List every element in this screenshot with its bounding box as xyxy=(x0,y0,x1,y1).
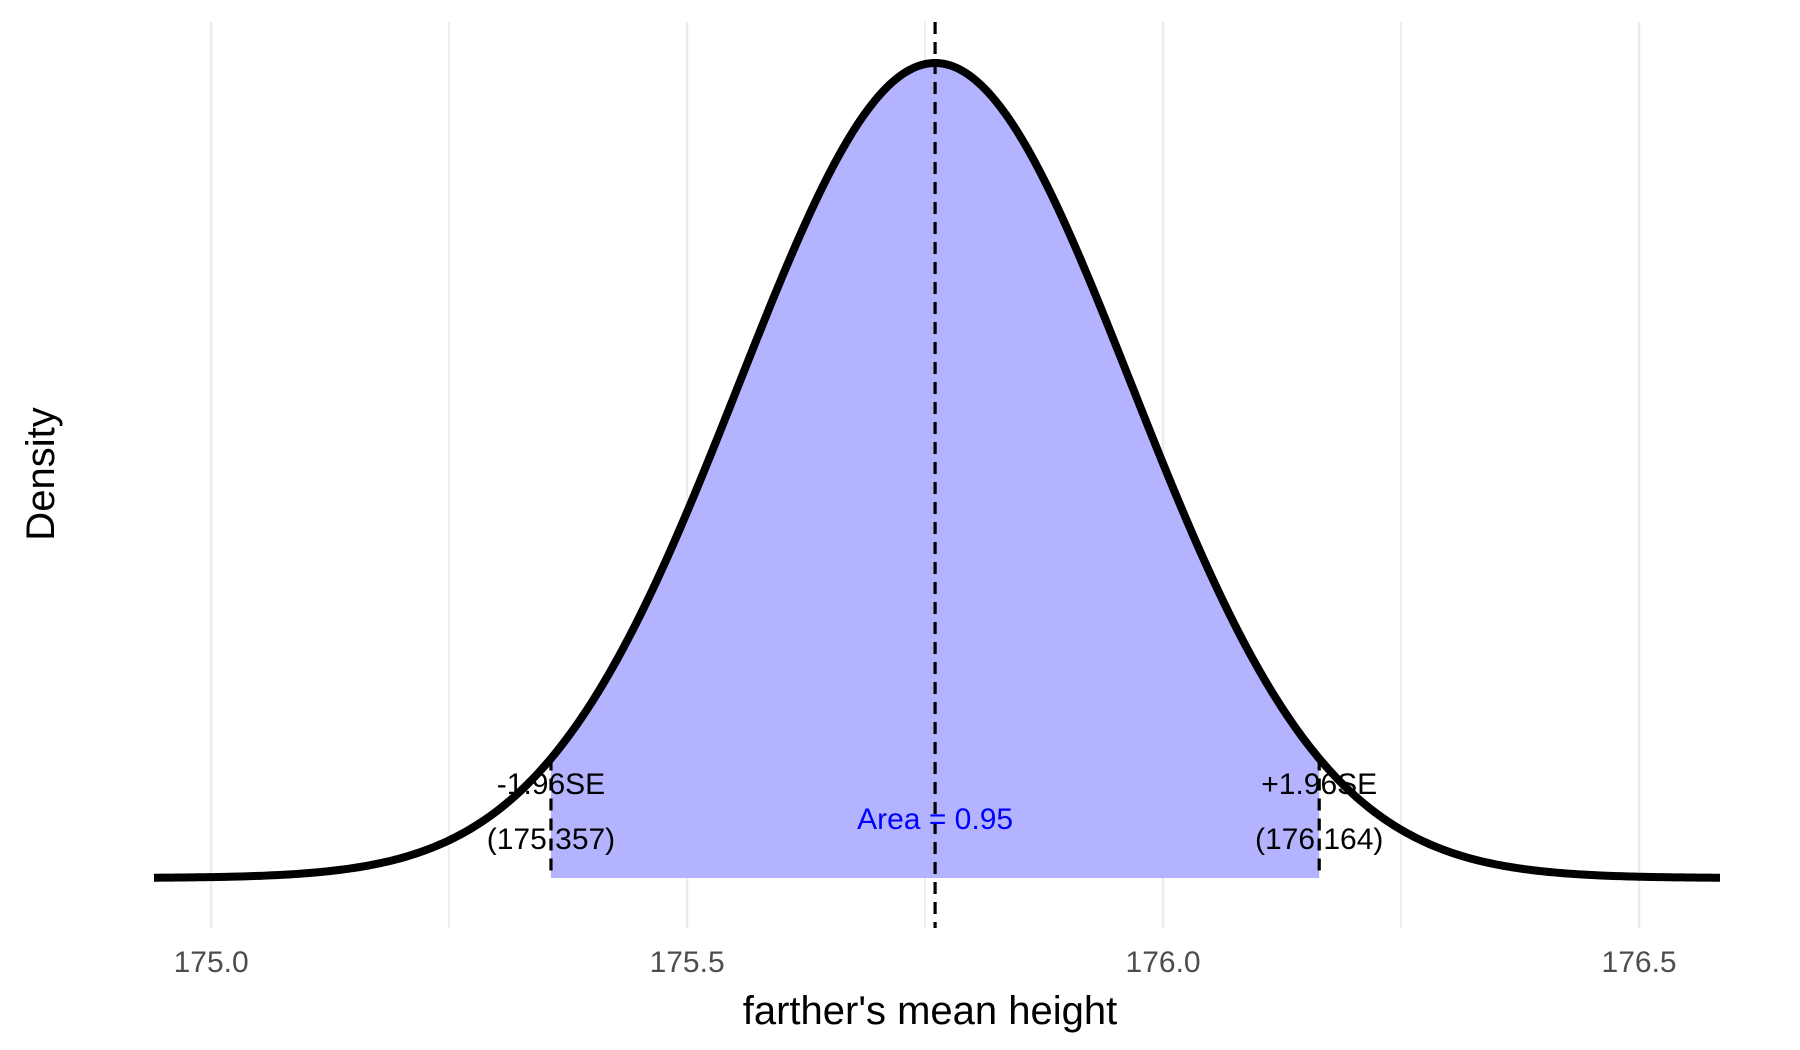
y-axis-title: Density xyxy=(19,407,63,540)
upper-value-label: (176.164) xyxy=(1255,823,1383,856)
lower-se-label: -1.96SE xyxy=(497,768,605,801)
x-axis-title: farther's mean height xyxy=(743,989,1118,1033)
upper-se-label: +1.96SE xyxy=(1261,768,1377,801)
lower-value-label: (175.357) xyxy=(487,823,615,856)
x-tick-label: 175.0 xyxy=(174,946,249,979)
x-axis-tick-labels: 175.0 175.5 176.0 176.5 xyxy=(174,946,1677,979)
x-tick-label: 176.5 xyxy=(1602,946,1677,979)
reference-lines xyxy=(549,22,1321,928)
density-curve xyxy=(153,59,1721,882)
area-label: Area = 0.95 xyxy=(857,803,1013,836)
x-tick-label: 176.0 xyxy=(1126,946,1201,979)
x-tick-label: 175.5 xyxy=(650,946,725,979)
